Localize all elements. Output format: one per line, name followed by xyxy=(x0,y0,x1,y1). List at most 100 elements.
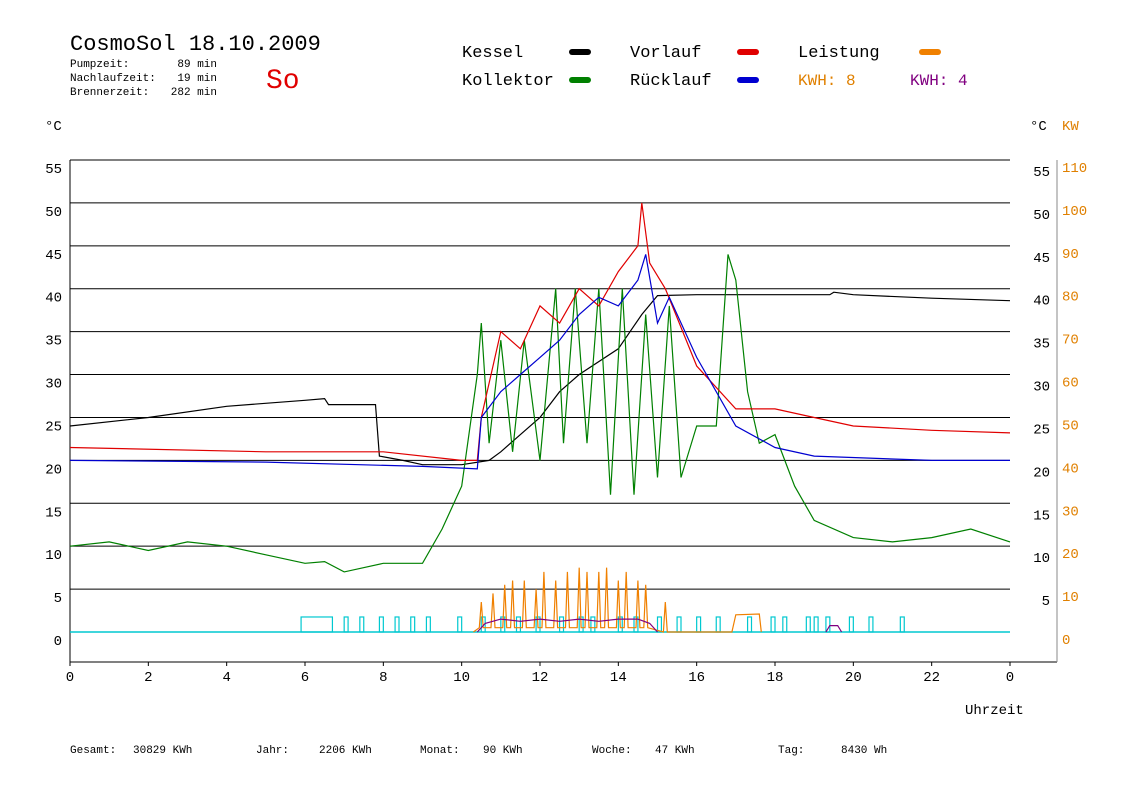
pump-interval xyxy=(300,616,334,633)
x-tick-label: 2 xyxy=(144,670,152,686)
y2-tick-label: 40 xyxy=(1062,461,1079,477)
stat-label: Pumpzeit: xyxy=(70,59,129,71)
x-tick-label: 6 xyxy=(301,670,309,686)
y-tick-label: 40 xyxy=(45,291,62,307)
x-tick-label: 18 xyxy=(767,670,784,686)
pump-interval xyxy=(782,616,788,633)
y-right-tick-label: 55 xyxy=(1033,165,1050,181)
pump-interval xyxy=(805,616,811,633)
footer-value: 47 KWh xyxy=(655,745,695,757)
pump-interval xyxy=(676,616,682,633)
y-tick-label: 45 xyxy=(45,248,62,264)
x-tick-label: 12 xyxy=(532,670,549,686)
y2-tick-label: 20 xyxy=(1062,547,1079,563)
pump-interval xyxy=(558,616,565,633)
y2-tick-label: 60 xyxy=(1062,376,1079,392)
pump-interval xyxy=(394,616,400,633)
footer-label: Tag: xyxy=(778,745,804,757)
pump-interval xyxy=(715,616,721,633)
y-tick-label: 20 xyxy=(45,462,62,478)
y-right-tick-label: 10 xyxy=(1033,551,1050,567)
x-tick-label: 22 xyxy=(923,670,940,686)
y2-tick-label: 80 xyxy=(1062,290,1079,306)
chart-title: CosmoSol 18.10.2009 xyxy=(70,32,321,57)
pump-interval xyxy=(457,616,463,633)
pump-interval xyxy=(425,616,431,633)
pump-interval xyxy=(746,616,753,633)
legend-label: Leistung xyxy=(798,44,880,63)
y-right-tick-label: 45 xyxy=(1033,251,1050,267)
pump-interval xyxy=(378,616,384,633)
series-line xyxy=(476,618,843,633)
y-tick-label: 15 xyxy=(45,505,62,521)
series-line xyxy=(69,254,1011,573)
y-tick-label: 35 xyxy=(45,334,62,350)
footer-value: 8430 Wh xyxy=(841,745,887,757)
y2-tick-label: 30 xyxy=(1062,504,1079,520)
pump-interval xyxy=(590,616,596,633)
y-tick-label: 25 xyxy=(45,419,62,435)
y2-tick-label: 10 xyxy=(1062,590,1079,606)
y-tick-label: 10 xyxy=(45,548,62,564)
y-tick-label: 55 xyxy=(45,162,62,178)
legend-label: Kollektor xyxy=(462,72,554,91)
y2-tick-label: 70 xyxy=(1062,333,1079,349)
pump-interval xyxy=(813,616,819,633)
pump-interval xyxy=(825,616,831,633)
x-tick-label: 8 xyxy=(379,670,387,686)
x-axis-label: Uhrzeit xyxy=(965,703,1024,719)
stat-label: Brennerzeit: xyxy=(70,87,149,99)
y2-tick-label: 100 xyxy=(1062,204,1087,220)
y-right-tick-label: 15 xyxy=(1033,508,1050,524)
x-tick-label: 10 xyxy=(453,670,470,686)
y2-axis-label: KW xyxy=(1062,119,1079,135)
series-line xyxy=(69,291,1011,466)
y-right-tick-label: 25 xyxy=(1033,422,1050,438)
x-tick-label: 16 xyxy=(688,670,705,686)
footer-value: 2206 KWh xyxy=(319,745,372,757)
pump-interval xyxy=(480,616,486,633)
stat-value: 89 min xyxy=(177,59,217,71)
stat-value: 282 min xyxy=(171,87,217,99)
legend-label: Rücklauf xyxy=(630,72,712,91)
footer-value: 90 KWh xyxy=(483,745,523,757)
y-right-tick-label: 20 xyxy=(1033,465,1050,481)
y-axis-label: °C xyxy=(45,119,62,135)
footer-label: Woche: xyxy=(592,745,632,757)
pump-interval xyxy=(770,616,776,633)
pump-interval xyxy=(410,616,416,633)
series-line xyxy=(473,567,762,633)
x-tick-label: 0 xyxy=(66,670,74,686)
y-tick-label: 0 xyxy=(54,634,62,650)
y-tick-label: 50 xyxy=(45,205,62,221)
y-right-tick-label: 50 xyxy=(1033,208,1050,224)
stat-value: 19 min xyxy=(177,73,217,85)
pump-interval xyxy=(656,616,663,633)
pump-interval xyxy=(868,616,874,633)
y2-tick-label: 50 xyxy=(1062,418,1079,434)
legend-kwh: KWH: 4 xyxy=(910,72,968,90)
footer-label: Gesamt: xyxy=(70,745,116,757)
pump-interval xyxy=(359,616,365,633)
stat-label: Nachlaufzeit: xyxy=(70,73,156,85)
x-tick-label: 4 xyxy=(222,670,230,686)
y-tick-label: 30 xyxy=(45,377,62,393)
x-tick-label: 14 xyxy=(610,670,627,686)
y2-axis-label-c: °C xyxy=(1030,119,1047,135)
series-line xyxy=(69,254,1010,470)
footer-label: Jahr: xyxy=(256,745,289,757)
y2-tick-label: 110 xyxy=(1062,161,1087,177)
series-line xyxy=(69,202,1011,461)
pump-interval xyxy=(696,616,702,633)
y-right-tick-label: 40 xyxy=(1033,294,1050,310)
footer-value: 30829 KWh xyxy=(133,745,192,757)
footer-label: Monat: xyxy=(420,745,460,757)
y2-tick-label: 90 xyxy=(1062,247,1079,263)
y-right-tick-label: 35 xyxy=(1033,337,1050,353)
y-right-tick-label: 5 xyxy=(1042,594,1050,610)
pump-interval xyxy=(515,616,522,633)
legend-kwh: KWH: 8 xyxy=(798,72,856,90)
y-tick-label: 5 xyxy=(54,591,62,607)
